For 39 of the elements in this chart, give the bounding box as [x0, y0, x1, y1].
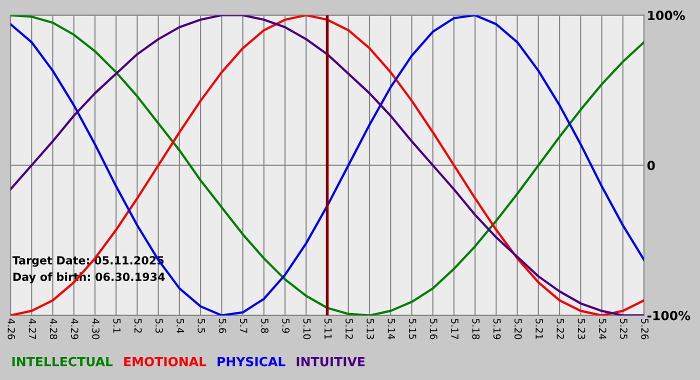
- x-tick-label: 5.16: [430, 318, 438, 340]
- x-tick-label: 5.14: [388, 318, 396, 340]
- x-tick-label: 5.22: [556, 318, 564, 339]
- x-tick-label: 5.17: [451, 318, 458, 339]
- text: EMOTIONAL: [124, 356, 206, 366]
- x-tick-label: 4.28: [50, 318, 58, 340]
- text: INTUITIVE: [296, 357, 365, 366]
- x-tick-label: 5.23: [578, 318, 586, 340]
- text: INTELLECTUAL: [12, 356, 113, 366]
- x-tick-label: 5.18: [472, 318, 480, 340]
- x-tick-label: 5.20: [514, 318, 522, 340]
- y-tick-label: 0: [647, 160, 655, 170]
- x-tick-label: 5.1: [113, 318, 120, 333]
- x-tick-label: 5.24: [598, 318, 606, 340]
- x-tick-label: 5.5: [198, 318, 205, 333]
- x-tick-label: 5.25: [620, 318, 628, 339]
- x-tick-label: 5.9: [282, 318, 290, 333]
- x-tick-label: 5.26: [641, 318, 649, 340]
- x-tick-label: 4.27: [28, 318, 36, 339]
- y-tick-label: -100%: [647, 310, 690, 320]
- x-tick-label: 5.3: [155, 318, 163, 333]
- x-tick-label: 5.21: [536, 318, 543, 339]
- line-series: [10, 15, 644, 316]
- x-tick-label: 5.7: [240, 318, 248, 333]
- x-tick-label: 5.8: [261, 318, 268, 333]
- x-tick-label: 5.15: [408, 318, 416, 339]
- x-tick-label: 5.13: [366, 318, 374, 340]
- x-tick-label: 4.26: [8, 318, 16, 340]
- text: PHYSICAL: [218, 356, 286, 366]
- x-tick-label: 4.29: [71, 318, 78, 340]
- x-tick-label: 5.10: [303, 318, 311, 340]
- x-tick-label: 5.12: [346, 318, 353, 339]
- x-tick-label: 5.4: [176, 318, 184, 334]
- x-tick-label: 5.2: [134, 318, 142, 333]
- x-tick-label: 4.30: [92, 318, 100, 340]
- x-tick-label: 5.11: [324, 318, 332, 339]
- x-tick-label: 5.6: [218, 318, 226, 334]
- y-tick-label: 100%: [648, 10, 685, 20]
- x-tick-label: 5.19: [493, 318, 501, 340]
